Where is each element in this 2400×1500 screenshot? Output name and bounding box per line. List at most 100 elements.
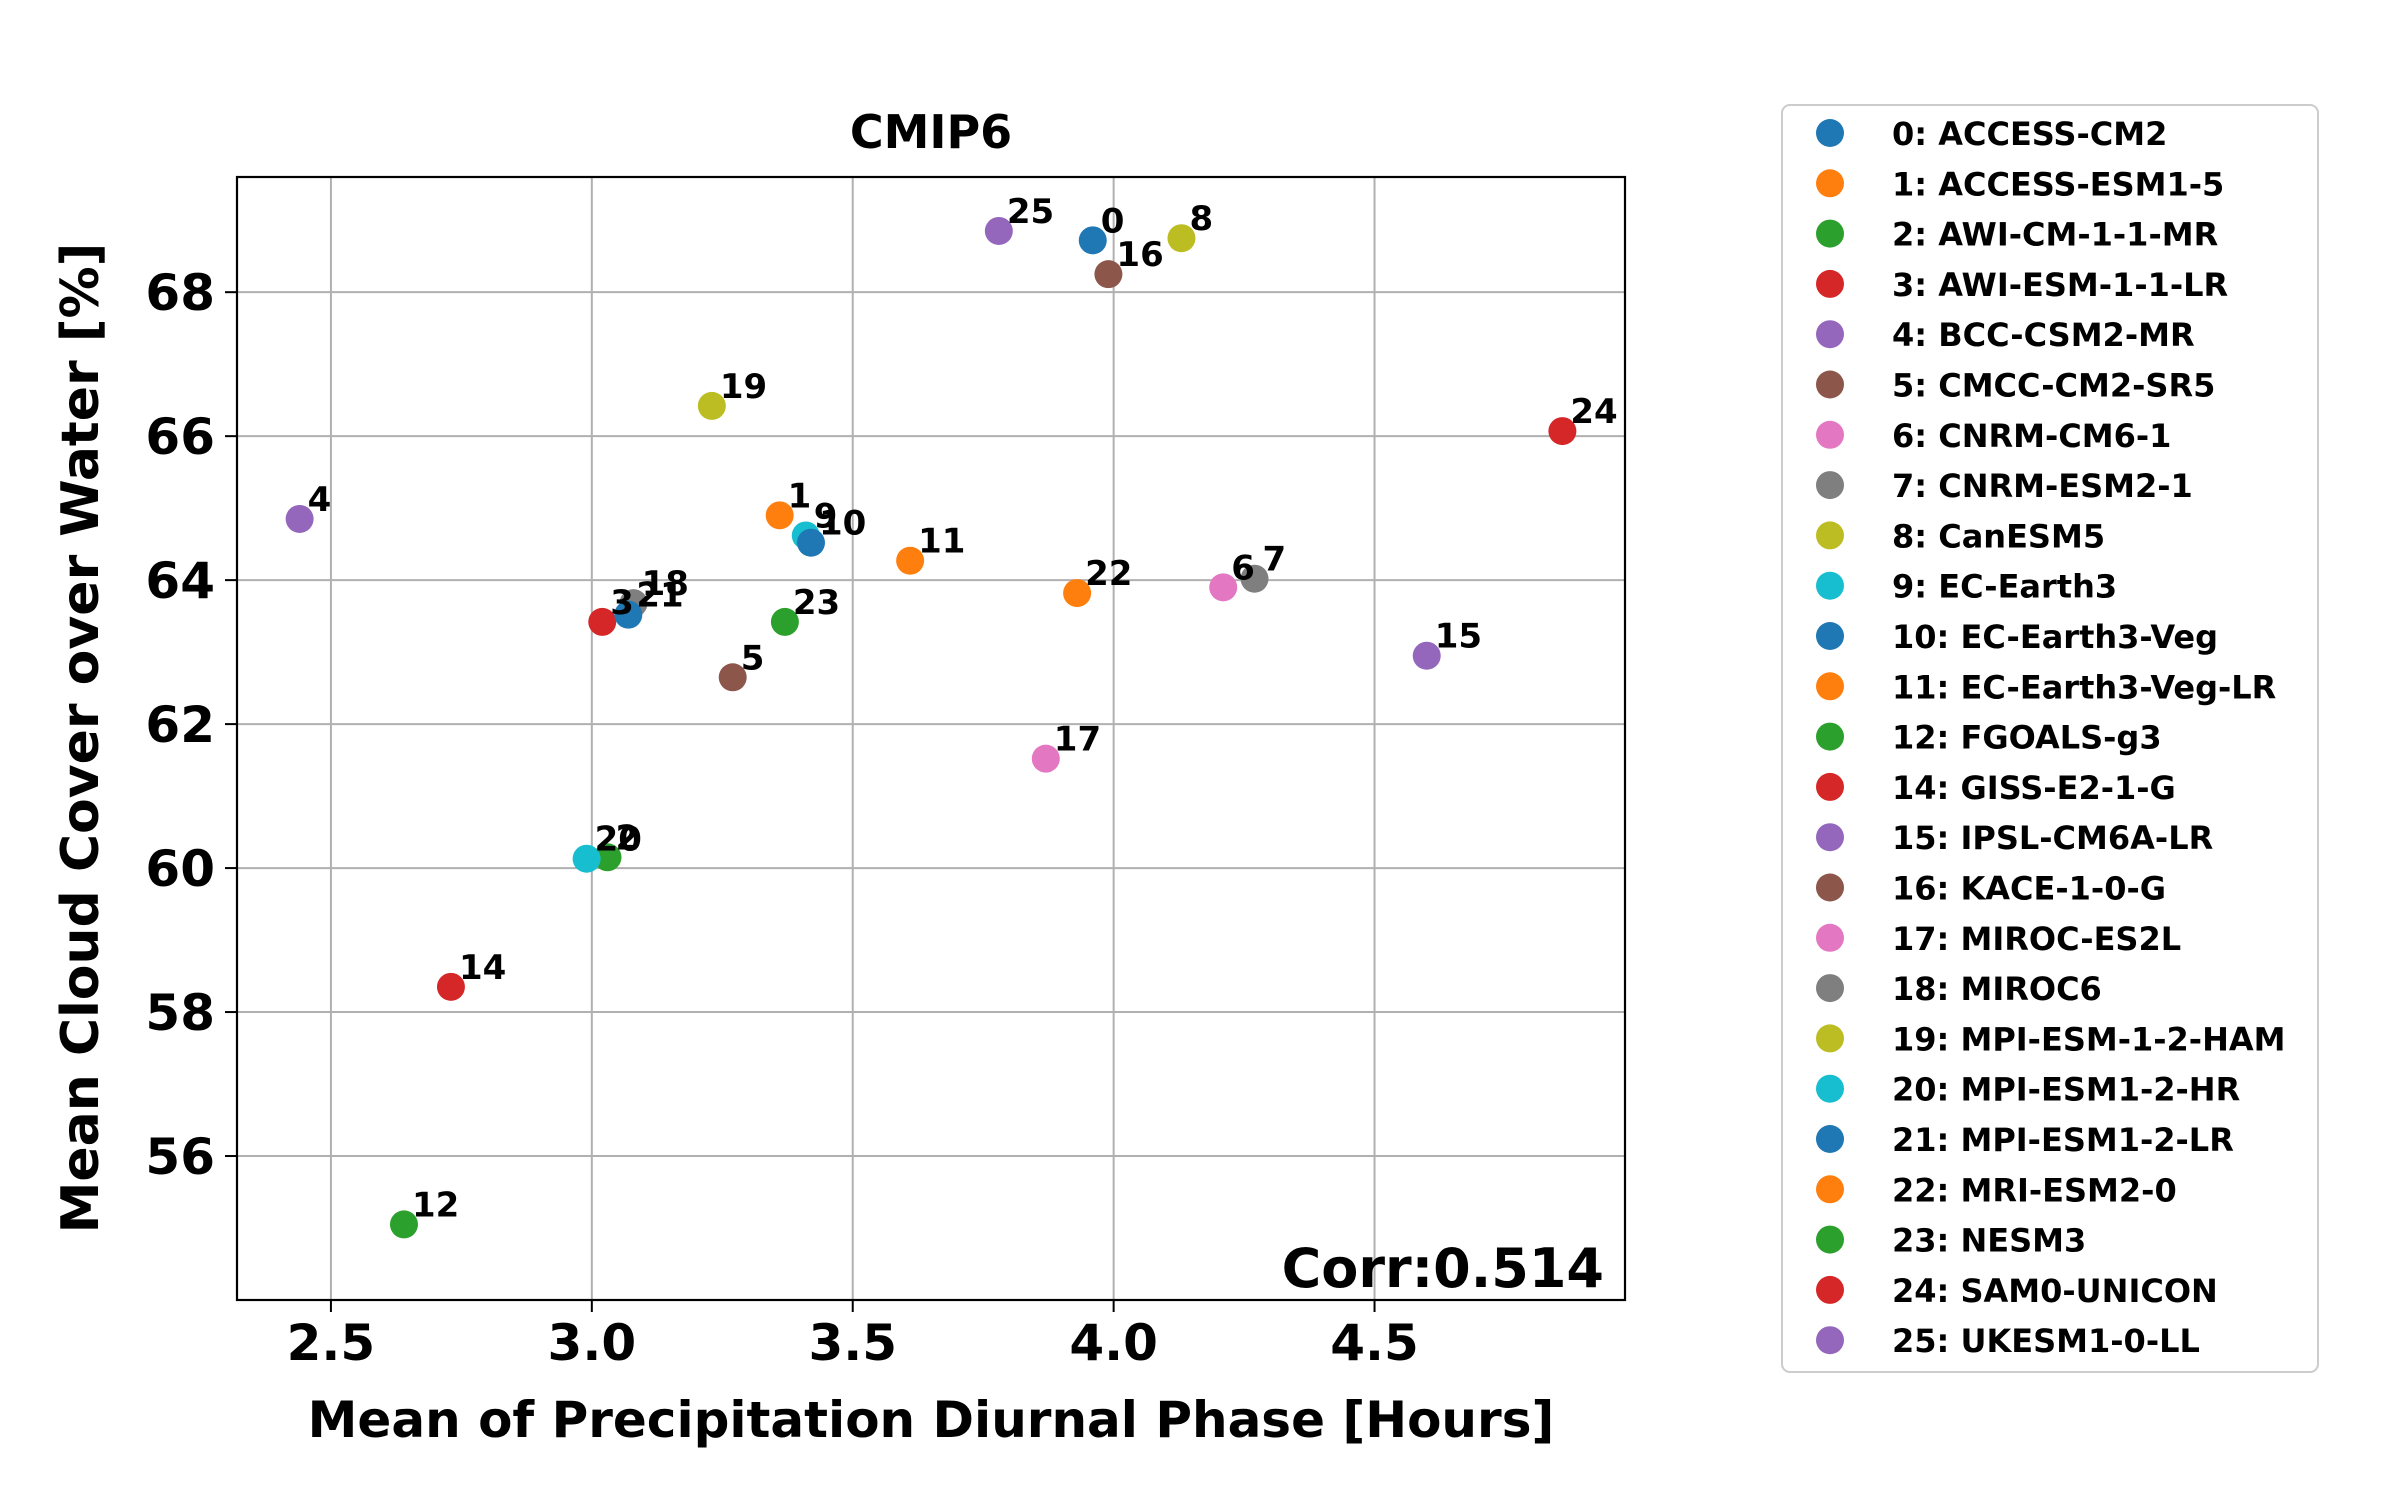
- legend-entry: 2: AWI-CM-1-1-MR: [1892, 216, 2218, 254]
- point-label: 7: [1263, 540, 1287, 580]
- legend-marker: [1816, 873, 1844, 902]
- plot-area-frame: [235, 175, 1627, 1302]
- grid-lines: [237, 177, 1625, 1300]
- data-point: [796, 528, 825, 557]
- x-tick-label: 4.0: [1069, 1314, 1158, 1372]
- x-tick-label: 3.0: [548, 1314, 637, 1372]
- legend-marker: [1816, 1175, 1844, 1204]
- legend-entry: 0: ACCESS-CM2: [1892, 115, 2167, 153]
- legend-marker: [1816, 772, 1844, 801]
- data-point: [436, 972, 465, 1001]
- data-point: [1078, 226, 1107, 255]
- legend-marker: [1816, 923, 1844, 952]
- legend-entry: 6: CNRM-CM6-1: [1892, 417, 2171, 455]
- data-point: [896, 546, 925, 575]
- point-label: 2: [615, 818, 639, 858]
- point-label: 14: [459, 948, 506, 988]
- legend-marker: [1816, 169, 1844, 198]
- legend-entry: 16: KACE-1-0-G: [1892, 870, 2166, 908]
- legend-entry: 20: MPI-ESM1-2-HR: [1892, 1071, 2240, 1109]
- legend-box: [1781, 104, 2319, 1373]
- legend-entry: 12: FGOALS-g3: [1892, 719, 2162, 757]
- legend-marker: [1816, 1125, 1844, 1153]
- point-label: 8: [1189, 199, 1213, 239]
- point-label: 10: [819, 504, 866, 544]
- x-tick-label: 4.5: [1330, 1314, 1419, 1372]
- point-label: 5: [741, 638, 765, 678]
- legend-marker: [1816, 974, 1844, 1003]
- point-label: 24: [1570, 392, 1617, 432]
- data-point: [1240, 564, 1269, 593]
- point-label: 18: [642, 564, 689, 604]
- correlation-annotation: Corr:0.514: [1282, 1237, 1604, 1300]
- data-point: [1063, 579, 1092, 608]
- point-label: 0: [1101, 201, 1125, 241]
- data-point: [770, 607, 799, 636]
- legend-marker: [1816, 420, 1844, 449]
- legend-entry: 24: SAM0-UNICON: [1892, 1272, 2218, 1310]
- y-axis-label: Mean Cloud Cover over Water [%]: [51, 243, 111, 1234]
- legend-entry: 1: ACCESS-ESM1-5: [1892, 165, 2224, 203]
- legend-marker: [1816, 471, 1844, 500]
- x-tick-label: 2.5: [287, 1314, 376, 1372]
- point-label: 20: [595, 820, 642, 860]
- legend-entry: 4: BCC-CSM2-MR: [1892, 316, 2195, 354]
- data-point: [1412, 641, 1441, 670]
- data-point: [389, 1210, 418, 1239]
- point-label: 15: [1435, 617, 1482, 657]
- point-label: 6: [1231, 548, 1255, 588]
- legend-marker: [1816, 521, 1844, 550]
- legend-entry: 18: MIROC6: [1892, 970, 2102, 1008]
- legend-marker: [1816, 1225, 1844, 1254]
- legend-entry: 15: IPSL-CM6A-LR: [1892, 819, 2213, 857]
- point-label: 25: [1007, 192, 1054, 232]
- data-point: [588, 607, 617, 636]
- point-label: 22: [1085, 554, 1132, 594]
- legend-entry: 5: CMCC-CM2-SR5: [1892, 367, 2215, 405]
- point-label: 11: [918, 522, 965, 562]
- data-point: [984, 216, 1013, 245]
- legend-marker: [1816, 622, 1844, 650]
- point-label: 12: [412, 1185, 459, 1225]
- legend-marker: [1816, 269, 1844, 298]
- legend-marker: [1816, 320, 1844, 349]
- legend-marker: [1816, 722, 1844, 751]
- data-point: [1209, 573, 1238, 602]
- point-label: 1: [788, 476, 812, 516]
- legend-entry: 23: NESM3: [1892, 1222, 2086, 1260]
- y-tick-label: 58: [145, 984, 215, 1042]
- legend-marker: [1816, 119, 1844, 147]
- y-tick-label: 66: [145, 408, 215, 466]
- chart-title: CMIP6: [850, 105, 1012, 159]
- legend-marker: [1816, 1326, 1844, 1355]
- legend-entry: 11: EC-Earth3-Veg-LR: [1892, 668, 2276, 706]
- x-tick-label: 3.5: [808, 1314, 897, 1372]
- legend-marker: [1816, 1275, 1844, 1304]
- data-point: [593, 843, 622, 872]
- data-point: [572, 844, 601, 873]
- data-point: [1167, 224, 1196, 253]
- point-label: 9: [814, 496, 838, 536]
- point-label: 16: [1116, 235, 1163, 275]
- data-points: [285, 216, 1577, 1239]
- data-point: [718, 663, 747, 692]
- y-tick-label: 64: [145, 552, 215, 610]
- y-tick-label: 62: [145, 696, 215, 754]
- legend-marker: [1816, 1074, 1844, 1103]
- x-axis-label: Mean of Precipitation Diurnal Phase [Hou…: [308, 1391, 1555, 1449]
- data-point: [1548, 417, 1577, 446]
- point-label: 17: [1054, 720, 1101, 760]
- legend-entry: 9: EC-Earth3: [1892, 568, 2117, 606]
- legend-entry: 14: GISS-E2-1-G: [1892, 769, 2176, 807]
- data-point: [614, 600, 643, 629]
- data-point: [697, 391, 726, 420]
- point-label: 3: [610, 583, 634, 623]
- y-tick-label: 56: [145, 1128, 215, 1186]
- data-point: [765, 501, 794, 530]
- legend-marker: [1816, 571, 1844, 600]
- legend-entry: 3: AWI-ESM-1-1-LR: [1892, 266, 2228, 304]
- legend-entry: 8: CanESM5: [1892, 517, 2105, 555]
- point-label: 19: [720, 367, 767, 407]
